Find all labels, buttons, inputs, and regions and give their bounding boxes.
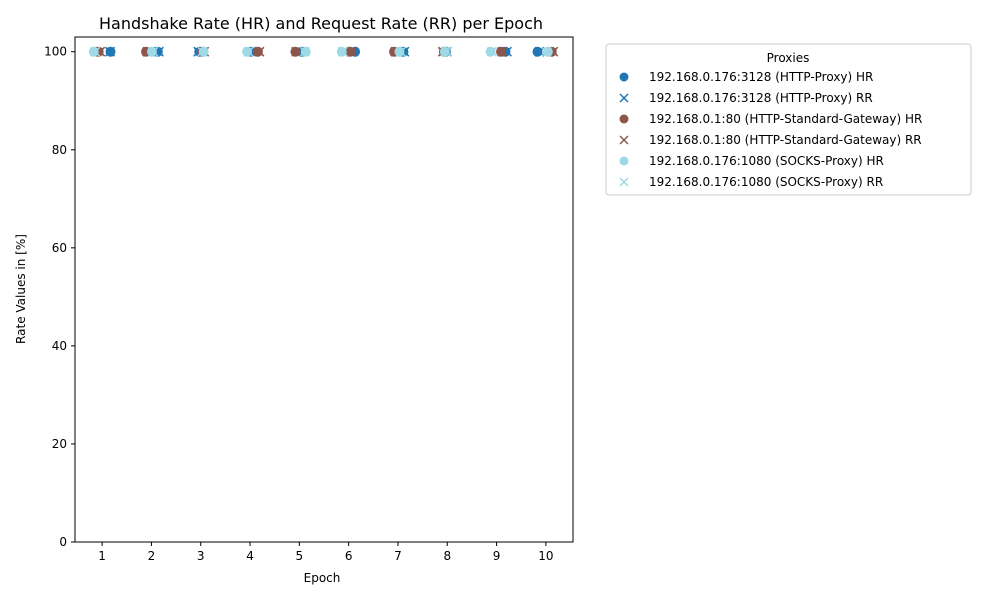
x-tick-label: 6 <box>345 549 353 563</box>
legend: Proxies 192.168.0.176:3128 (HTTP-Proxy) … <box>605 43 972 196</box>
legend-entry-label: 192.168.0.176:3128 (HTTP-Proxy) HR <box>649 70 873 84</box>
chart-title: Handshake Rate (HR) and Request Rate (RR… <box>99 14 543 33</box>
data-point <box>197 46 208 57</box>
data-point <box>90 46 101 57</box>
data-point <box>497 46 508 57</box>
data-point <box>104 46 116 57</box>
data-point <box>337 46 348 57</box>
x-axis-label: Epoch <box>304 571 341 585</box>
x-tick-label: 2 <box>148 549 156 563</box>
data-point <box>88 46 99 57</box>
data-point <box>395 46 406 57</box>
legend-entry-label: 192.168.0.1:80 (HTTP-Standard-Gateway) R… <box>649 133 922 147</box>
data-point <box>441 46 452 57</box>
legend-frame <box>605 43 972 196</box>
data-point <box>496 46 507 57</box>
x-tick-label: 5 <box>296 549 304 563</box>
legend-marker <box>619 114 629 124</box>
y-axis: 0 20 40 60 80 100 <box>44 45 75 549</box>
data-point <box>487 46 498 57</box>
legend-entry-label: 192.168.0.176:1080 (SOCKS-Proxy) HR <box>649 154 884 168</box>
data-point <box>198 46 209 57</box>
legend-marker <box>619 177 629 187</box>
data-point <box>146 46 157 57</box>
data-point <box>299 46 310 57</box>
y-tick-label: 60 <box>52 241 67 255</box>
data-point <box>532 46 543 57</box>
y-tick-label: 100 <box>44 45 67 59</box>
data-point <box>394 46 405 57</box>
plot-area: 1 2 3 4 5 6 7 8 9 10 0 20 40 60 80 100 <box>44 36 574 563</box>
y-tick-label: 80 <box>52 143 67 157</box>
data-points <box>88 46 559 57</box>
y-tick-label: 40 <box>52 339 67 353</box>
legend-items: 192.168.0.176:3128 (HTTP-Proxy) HR 192.16… <box>619 70 922 189</box>
plot-frame <box>74 36 574 543</box>
data-point <box>541 46 552 57</box>
data-point <box>252 46 263 57</box>
x-tick-label: 7 <box>394 549 402 563</box>
data-point <box>243 46 254 57</box>
y-tick-label: 0 <box>59 535 67 549</box>
x-tick-label: 1 <box>98 549 106 563</box>
data-point <box>345 46 356 57</box>
data-point <box>542 46 553 57</box>
x-tick-label: 4 <box>246 549 254 563</box>
y-axis-label: Rate Values in [%] <box>14 234 28 344</box>
legend-entry-label: 192.168.0.176:1080 (SOCKS-Proxy) RR <box>649 175 883 189</box>
x-tick-label: 9 <box>493 549 501 563</box>
legend-marker <box>619 93 629 103</box>
x-tick-label: 3 <box>197 549 205 563</box>
legend-marker <box>619 156 629 166</box>
data-point <box>254 46 265 57</box>
legend-entry-label: 192.168.0.176:3128 (HTTP-Proxy) RR <box>649 91 873 105</box>
data-point <box>148 46 159 57</box>
x-tick-label: 8 <box>443 549 451 563</box>
x-tick-label: 10 <box>538 549 553 563</box>
data-point <box>291 46 302 57</box>
x-axis: 1 2 3 4 5 6 7 8 9 10 <box>98 542 554 563</box>
data-point <box>242 46 253 57</box>
legend-title: Proxies <box>767 51 810 65</box>
legend-marker <box>619 135 629 145</box>
legend-marker <box>619 72 629 82</box>
data-point <box>439 46 450 57</box>
data-point <box>485 46 496 57</box>
legend-entry-label: 192.168.0.1:80 (HTTP-Standard-Gateway) H… <box>649 112 922 126</box>
data-point <box>346 46 357 57</box>
y-tick-label: 20 <box>52 437 67 451</box>
